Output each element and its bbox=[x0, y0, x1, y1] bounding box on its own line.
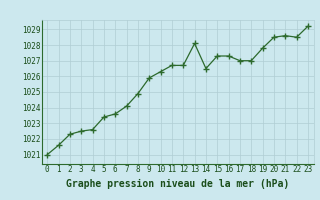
X-axis label: Graphe pression niveau de la mer (hPa): Graphe pression niveau de la mer (hPa) bbox=[66, 179, 289, 189]
